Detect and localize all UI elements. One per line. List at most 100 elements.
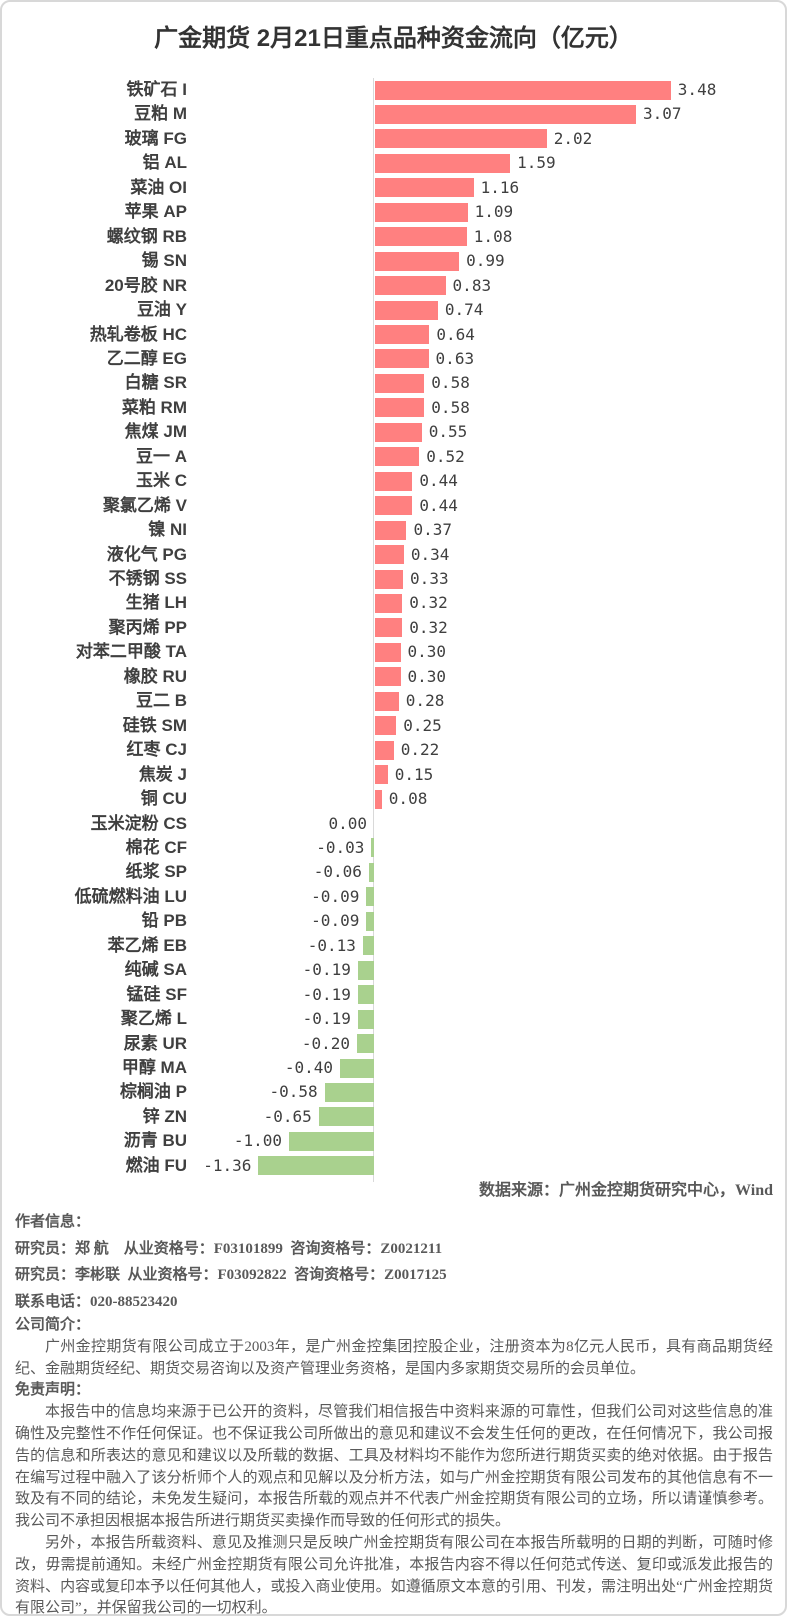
bar-positive [375,789,382,809]
category-label: 聚氯乙烯 V [102,495,187,515]
category-label: 铝 AL [142,153,187,173]
bar-negative [368,862,374,882]
value-label: 0.15 [394,764,434,784]
bar-positive [375,325,430,344]
disclaimer-header: 免责声明： [15,1382,91,1399]
bar-positive [375,618,403,638]
value-label: -0.06 [313,862,362,882]
value-label: -0.03 [316,837,365,857]
value-label: -0.09 [311,911,360,931]
value-label: 0.32 [409,617,448,637]
category-label: 锡 SN [141,251,187,271]
chart-row: 沥青 BU -1.00 [2,1129,785,1153]
value-label: -0.13 [307,935,356,955]
value-label: 0.32 [409,593,448,613]
chart-row: 纯碱 SA -0.19 [2,958,785,982]
bar-negative [340,1058,374,1078]
category-label: 硅铁 SM [122,715,187,735]
value-label: 0.74 [444,300,484,320]
bar-positive [375,520,407,540]
category-label: 菜粕 RM [121,397,187,417]
category-label: 橡胶 RU [123,666,187,686]
chart-row: 豆二 B 0.28 [2,689,785,713]
chart-row: 燃油 FU -1.36 [2,1154,785,1178]
capital-flow-bar-chart: 铁矿石 I 3.48 豆粕 M 3.07 玻璃 FG 2.02 铝 AL 1.59 菜油 OI 1… [2,78,785,1182]
value-label: -1.36 [203,1155,252,1175]
bar-positive [375,251,460,271]
chart-row: 菜油 OI 1.16 [2,176,785,200]
bar-negative [324,1082,374,1102]
chart-row: 低硫燃料油 LU -0.09 [2,885,785,909]
category-label: 热轧卷板 HC [89,324,187,344]
category-label: 纸浆 SP [125,862,187,882]
value-label: 0.99 [466,251,505,271]
chart-row: 尿素 UR -0.20 [2,1032,785,1056]
chart-row: 热轧卷板 HC 0.64 [2,323,785,347]
bar-positive [375,740,394,760]
value-label: -0.20 [301,1033,350,1053]
bar-negative [362,936,374,956]
bar-positive [375,765,388,785]
bar-negative [366,911,374,931]
bar-positive [375,667,401,687]
bar-positive [375,691,399,711]
company-intro-text: 广州金控期货有限公司成立于2003年，是广州金控集团控股企业，注册资本为8亿元人… [15,1338,773,1377]
researcher-line-2: 研究员：李彬联 从业资格号：F03092822 咨询资格号：Z0017125 [15,1267,447,1283]
bar-positive [375,80,671,100]
value-label: 0.34 [410,544,450,564]
category-label: 白糖 SR [124,373,187,393]
contact-phone-line: 联系电话：020-88523420 [15,1293,178,1310]
zero-axis-line [373,78,374,1182]
chart-row: 苹果 AP 1.09 [2,200,785,224]
value-label: 0.00 [328,813,367,833]
category-label: 豆二 B [136,691,187,711]
chart-row: 锡 SN 0.99 [2,249,785,273]
chart-row: 棕榈油 P -0.58 [2,1080,785,1104]
category-label: 铜 CU [140,789,187,809]
value-label: -0.19 [302,1009,351,1029]
bar-positive [375,153,511,173]
chart-row: 铜 CU 0.08 [2,787,785,811]
chart-row: 聚丙烯 PP 0.32 [2,616,785,640]
chart-row: 镍 NI 0.37 [2,518,785,542]
author-info-header: 作者信息： [15,1214,91,1230]
chart-row: 液化气 PG 0.34 [2,543,785,567]
chart-row: 生猪 LH 0.32 [2,591,785,615]
value-label: -0.58 [269,1082,318,1102]
bar-positive [375,545,404,565]
category-label: 低硫燃料油 LU [74,886,187,906]
category-label: 棕榈油 P [119,1082,187,1102]
bar-positive [375,642,401,662]
value-label: 0.25 [403,715,442,735]
chart-row: 玉米淀粉 CS 0.00 [2,812,785,836]
value-label: 1.59 [517,153,556,173]
chart-row: 焦炭 J 0.15 [2,763,785,787]
value-label: 0.83 [452,275,492,295]
value-label: 0.08 [388,789,428,809]
bar-positive [375,496,413,516]
category-label: 玉米 C [136,471,187,491]
bar-positive [375,129,547,149]
bar-positive [375,422,422,442]
value-label: 0.58 [431,373,470,393]
category-label: 玉米淀粉 CS [90,813,187,833]
value-label: 1.16 [480,177,520,197]
value-label: 0.64 [436,324,475,344]
chart-row: 纸浆 SP -0.06 [2,860,785,884]
category-label: 棉花 CF [125,837,187,857]
category-label: 铅 PB [141,911,187,931]
category-label: 锌 ZN [142,1106,187,1126]
chart-row: 菜粕 RM 0.58 [2,396,785,420]
bar-positive [375,716,397,736]
bar-positive [375,178,474,198]
report-footer: 数据来源：广州金控期货研究中心，Wind 作者信息： 研究员：郑 航 从业资格号… [15,1180,773,1614]
value-label: 0.30 [407,666,447,686]
chart-row: 铝 AL 1.59 [2,151,785,175]
category-label: 红枣 CJ [126,740,187,760]
value-label: -0.19 [302,984,351,1004]
bar-negative [357,1009,374,1029]
chart-row: 铁矿石 I 3.48 [2,78,785,102]
bar-positive [375,104,636,124]
value-label: 0.55 [428,422,468,442]
category-label: 20号胶 NR [104,275,187,295]
